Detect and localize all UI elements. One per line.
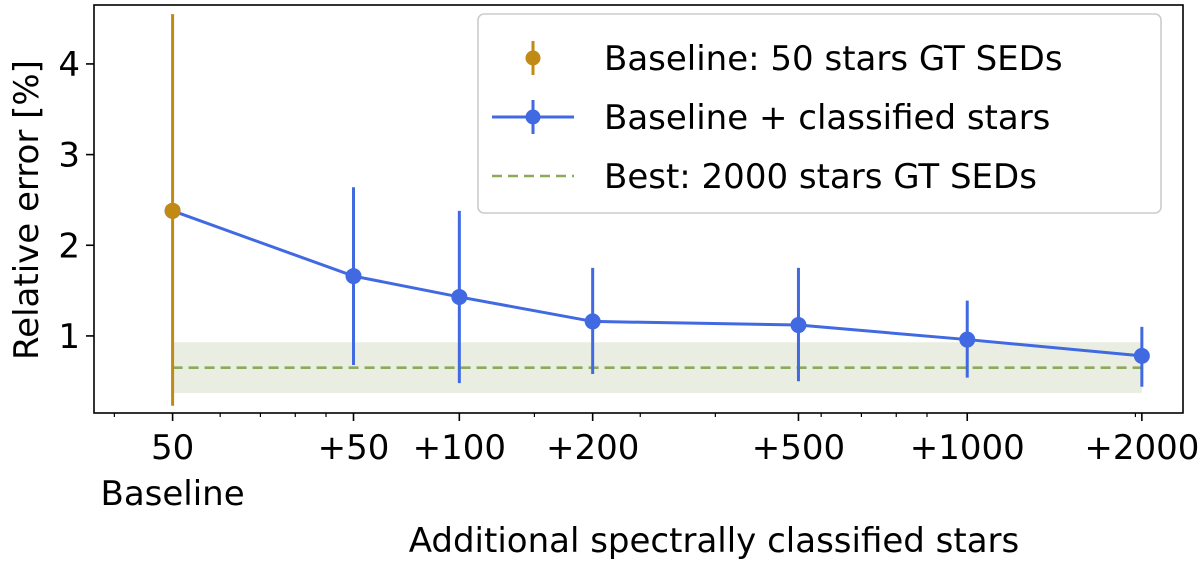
baseline-point-0 [164, 202, 181, 219]
x-tick-label-2: +100 [413, 428, 506, 468]
classified-line [172, 209, 1142, 358]
legend-label-baseline: Baseline: 50 stars GT SEDs [604, 39, 1063, 79]
y-tick-label-3: 3 [58, 136, 80, 176]
y-tick-label-4: 4 [58, 45, 80, 85]
legend-label-best: Best: 2000 stars GT SEDs [604, 157, 1037, 197]
classified-point-6 [1133, 347, 1150, 364]
y-tick-label-2: 2 [58, 226, 80, 266]
y-tick-label-1: 1 [58, 317, 80, 357]
x-tick-label-1: +50 [318, 428, 390, 468]
x-tick-label-6: +2000 [1084, 428, 1199, 468]
x-tick-label-4: +500 [752, 428, 845, 468]
x-axis-label: Additional spectrally classified stars [409, 521, 1020, 561]
classified-point-4 [790, 317, 807, 334]
y-axis-label: Relative error [%] [7, 60, 47, 360]
legend-label-classified: Baseline + classified stars [604, 98, 1050, 138]
legend-box [477, 13, 1162, 214]
classified-point-5 [959, 331, 976, 348]
x-tick-label-5: +1000 [910, 428, 1025, 468]
plot-frame [93, 4, 1184, 414]
classified-point-2 [451, 288, 468, 305]
legend-marker-baseline [525, 50, 541, 66]
x-tick-sublabel-0: Baseline [101, 474, 245, 514]
classified-point-3 [584, 313, 601, 330]
x-tick-label-3: +200 [546, 428, 639, 468]
legend-marker-classified [525, 109, 541, 125]
classified-point-1 [345, 268, 362, 285]
x-tick-label-0: 50 [151, 428, 194, 468]
